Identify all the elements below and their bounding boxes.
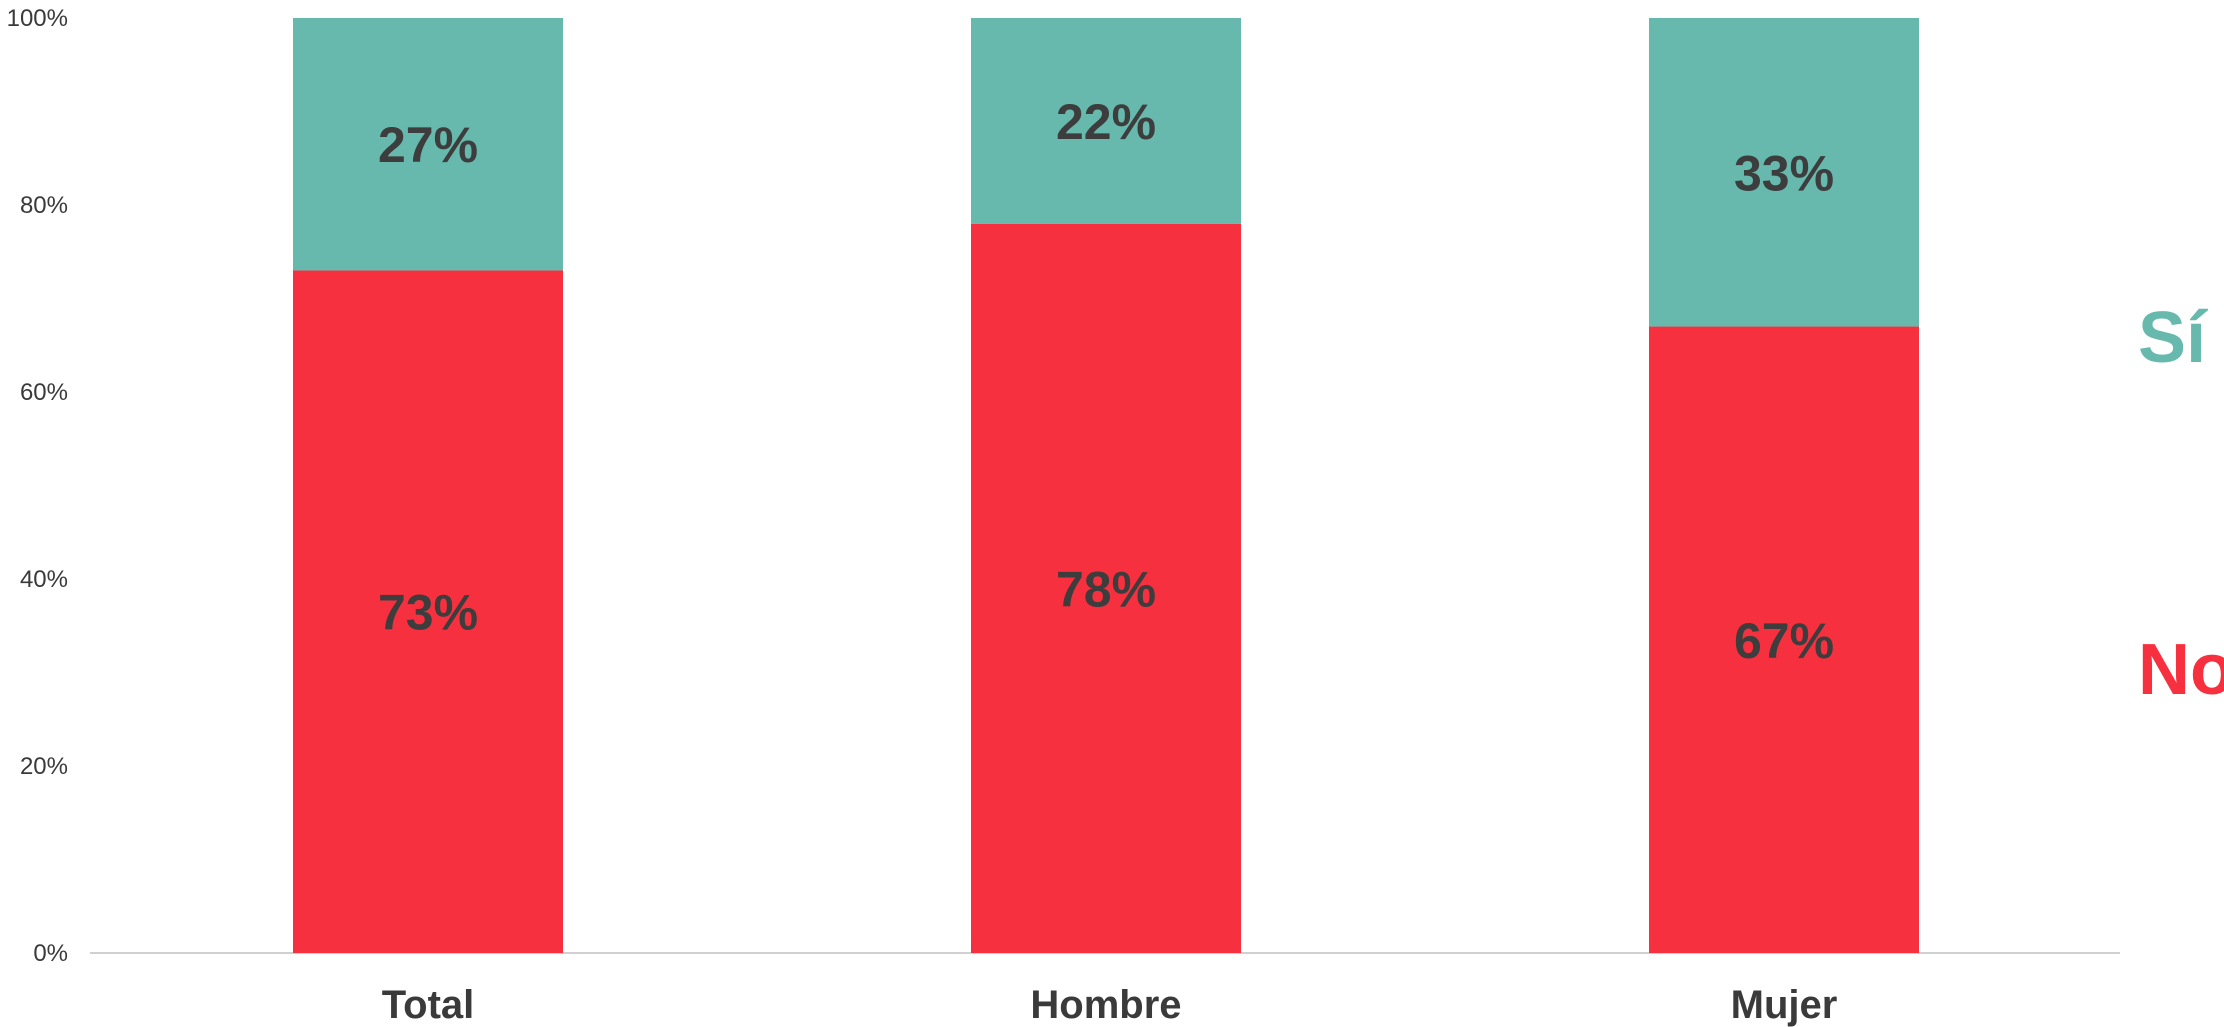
data-label: 22% <box>1056 94 1156 150</box>
legend: Sí No <box>2138 298 2224 710</box>
category-label: Total <box>382 983 475 1027</box>
data-label: 73% <box>378 585 478 641</box>
legend-entry: No <box>2138 630 2224 710</box>
y-axis: 0% 20% 40% 60% 80% 100% <box>7 5 68 967</box>
data-labels: 73% 27% 78% 22% 67% 33% <box>378 94 1834 669</box>
y-tick-label: 60% <box>20 379 68 406</box>
data-label: 67% <box>1734 613 1834 669</box>
y-tick-label: 80% <box>20 192 68 219</box>
bar-total-si <box>293 18 563 271</box>
y-tick-label: 40% <box>20 566 68 593</box>
bars <box>293 18 1919 953</box>
bar-mujer-no <box>1649 326 1919 953</box>
legend-entry: Sí <box>2138 298 2208 378</box>
y-tick-label: 0% <box>33 940 68 967</box>
y-tick-label: 100% <box>7 5 68 32</box>
y-tick-label: 20% <box>20 753 68 780</box>
data-label: 78% <box>1056 561 1156 617</box>
category-label: Hombre <box>1030 983 1181 1027</box>
category-label: Mujer <box>1731 983 1838 1027</box>
x-axis-categories: Total Hombre Mujer <box>382 983 1838 1027</box>
bar-hombre-no <box>971 223 1241 953</box>
data-label: 27% <box>378 117 478 173</box>
bar-hombre-si <box>971 18 1241 224</box>
data-label: 33% <box>1734 145 1834 201</box>
bar-mujer-si <box>1649 18 1919 327</box>
bar-total-no <box>293 270 563 953</box>
